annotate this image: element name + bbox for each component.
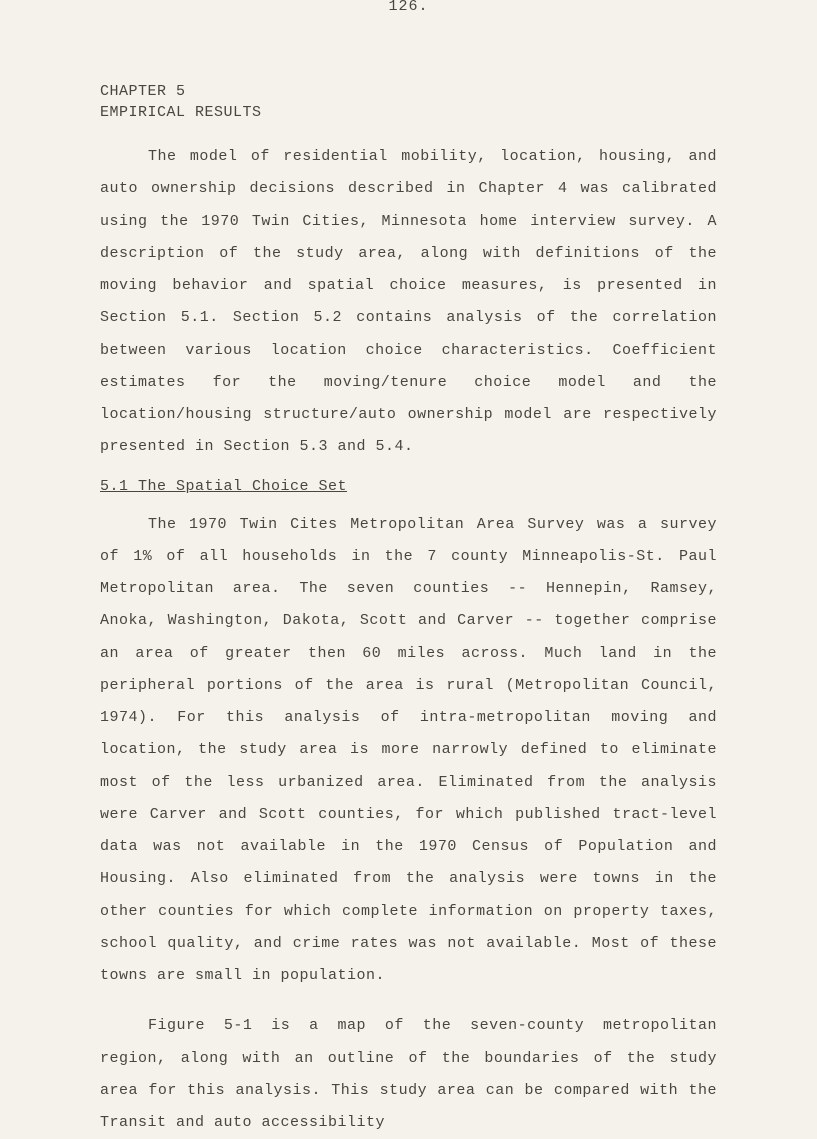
page-number: 126. xyxy=(100,0,717,15)
section-heading: 5.1 The Spatial Choice Set xyxy=(100,478,717,495)
chapter-heading: CHAPTER 5 EMPIRICAL RESULTS xyxy=(100,81,717,123)
chapter-number: CHAPTER 5 xyxy=(100,81,717,102)
section-paragraph-1: The 1970 Twin Cites Metropolitan Area Su… xyxy=(100,509,717,993)
intro-paragraph: The model of residential mobility, locat… xyxy=(100,141,717,464)
chapter-title: EMPIRICAL RESULTS xyxy=(100,102,717,123)
document-page: 126. CHAPTER 5 EMPIRICAL RESULTS The mod… xyxy=(0,0,817,1096)
section-paragraph-2: Figure 5-1 is a map of the seven-county … xyxy=(100,1010,717,1139)
